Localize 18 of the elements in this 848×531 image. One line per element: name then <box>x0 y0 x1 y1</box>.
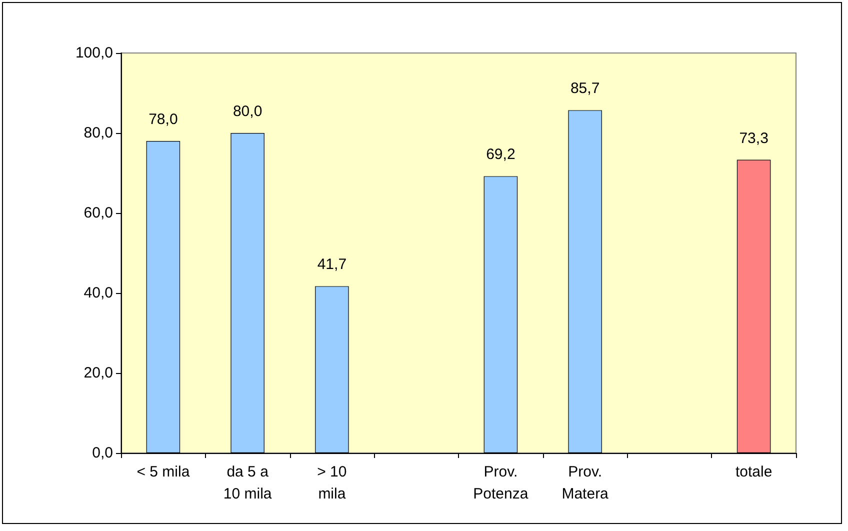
y-tick-label: 20,0 <box>84 364 113 382</box>
y-tick-label: 60,0 <box>84 204 113 222</box>
data-label: 85,7 <box>570 80 600 98</box>
data-label: 80,0 <box>232 103 262 120</box>
x-tick-label: > 10 mila <box>317 464 347 502</box>
data-label: 69,2 <box>486 146 516 164</box>
data-label: 41,7 <box>317 256 347 274</box>
y-tick-label: 40,0 <box>84 284 113 302</box>
y-tick-label: 80,0 <box>84 124 113 142</box>
data-label: 73,3 <box>739 130 768 147</box>
x-tick-label: da 5 a 10 mila <box>223 464 272 502</box>
x-tick-label: totale <box>735 464 772 480</box>
y-tick-label: 0,0 <box>92 444 113 462</box>
y-tick-label: 100,0 <box>75 44 113 62</box>
x-tick-label: Prov. Potenza <box>473 464 529 502</box>
data-label: 78,0 <box>148 111 178 128</box>
x-tick-label: Prov. Matera <box>562 464 610 502</box>
x-tick-label: < 5 mila <box>136 464 190 480</box>
